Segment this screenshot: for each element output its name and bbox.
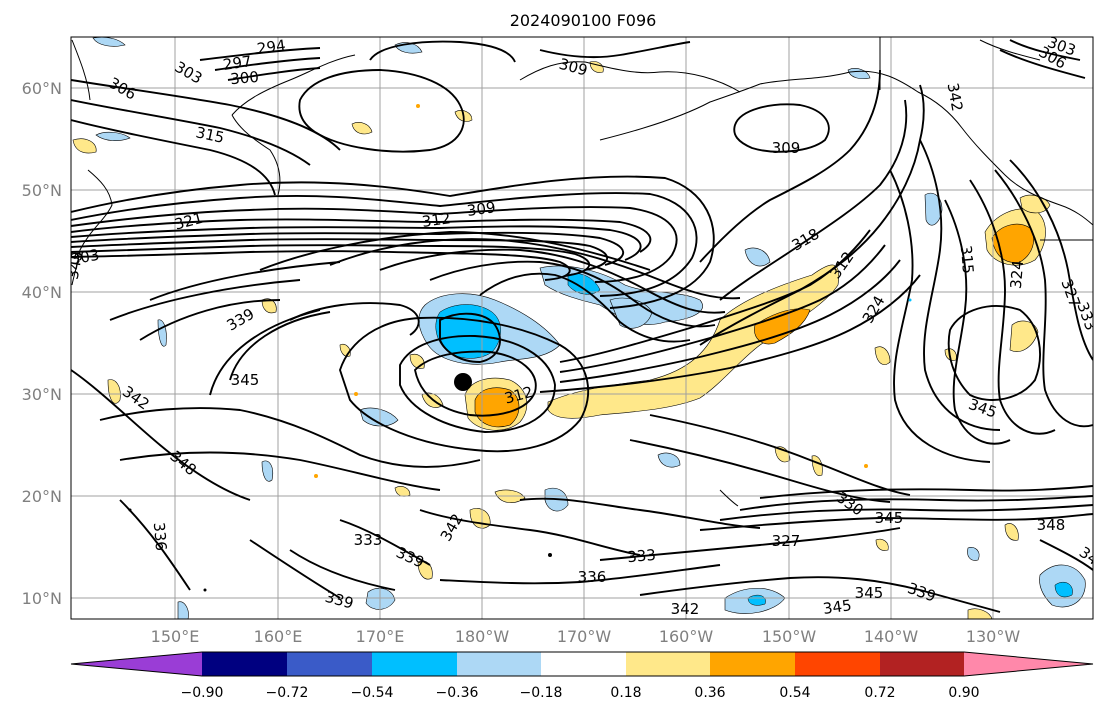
colorbar-segment (71, 652, 202, 676)
lat-label: 50°N (22, 181, 62, 200)
lon-label: 160°W (659, 627, 714, 646)
height-contours (71, 39, 1093, 613)
lon-label: 180°W (455, 627, 510, 646)
contour-label: 333 (627, 546, 657, 566)
lon-label: 170°W (557, 627, 612, 646)
colorbar: −0.90 −0.72 −0.54 −0.36 −0.18 0.18 0.36 … (70, 651, 1094, 701)
colorbar-tick-label: 0.36 (694, 685, 725, 701)
contour-label: 336 (578, 568, 607, 586)
contour-label: 309 (772, 139, 801, 157)
map-frame (70, 36, 1094, 620)
contour-label: 345 (855, 584, 884, 602)
colorbar-tick-label: −0.18 (520, 685, 563, 701)
lon-label: 150°E (151, 627, 200, 646)
contour-label: 312 (421, 209, 452, 231)
contour-label: 345 (64, 249, 87, 280)
colorbar-segment (287, 652, 372, 676)
contour-label: 345 (822, 596, 853, 618)
lon-label: 140°W (864, 627, 919, 646)
contour-label: 333 (354, 531, 383, 549)
colorbar-tick-label: 0.18 (610, 685, 641, 701)
colorbar-segment (626, 652, 710, 676)
contour-label: 300 (230, 68, 260, 88)
colorbar-tick-label: −0.36 (436, 685, 479, 701)
contour-label: 327 (772, 532, 801, 550)
lat-label: 60°N (22, 79, 62, 98)
coastlines (71, 37, 1093, 507)
longitude-labels: 150°E 160°E 170°E 180°W 170°W 160°W 150°… (151, 627, 1021, 646)
colorbar-tick-label: 0.54 (779, 685, 810, 701)
colorbar-segment (541, 652, 626, 676)
colorbar-tick-label: 0.72 (864, 685, 895, 701)
contour-label: 294 (256, 36, 287, 58)
lat-label: 20°N (22, 487, 62, 506)
colorbar-segment (710, 652, 795, 676)
contour-label: 345 (231, 371, 260, 389)
contour-label: 348 (1037, 516, 1066, 534)
colorbar-segment (457, 652, 541, 676)
contour-label: 297 (222, 52, 253, 74)
lon-label: 130°W (966, 627, 1021, 646)
storm-center-marker (454, 373, 472, 391)
lon-label: 170°E (356, 627, 405, 646)
colorbar-segment (372, 652, 457, 676)
colorbar-segment (964, 652, 1093, 676)
contour-label: 345 (875, 509, 904, 527)
colorbar-tick-label: 0.90 (948, 685, 979, 701)
colorbar-segment (880, 652, 964, 676)
colorbar-tick-label: −0.72 (266, 685, 309, 701)
lon-label: 150°W (762, 627, 817, 646)
map-panel: 294 297 300 303 306 303 306 309 315 309 … (64, 36, 1093, 619)
contour-label: 342 (671, 600, 700, 618)
lat-label: 10°N (22, 589, 62, 608)
colorbar-segment (795, 652, 880, 676)
contour-label: 336 (150, 522, 170, 552)
small-features (128, 104, 912, 592)
colorbar-ticks: −0.90 −0.72 −0.54 −0.36 −0.18 0.18 0.36 … (181, 685, 980, 701)
colorbar-tick-label: −0.90 (181, 685, 224, 701)
contour-label: 303 (69, 246, 100, 269)
contour-label: 315 (957, 245, 977, 275)
lon-label: 160°E (254, 627, 303, 646)
contour-label: 342 (944, 81, 967, 112)
contour-label: 309 (466, 198, 497, 220)
lat-label: 40°N (22, 283, 62, 302)
colorbar-segment (202, 652, 287, 676)
contour-label: 315 (194, 123, 226, 147)
lat-label: 30°N (22, 385, 62, 404)
contour-label: 324 (1007, 260, 1027, 290)
figure-title: 2024090100 F096 (510, 11, 657, 30)
colorbar-outline (70, 651, 1094, 677)
colorbar-tick-label: −0.54 (351, 685, 394, 701)
latitude-labels: 60°N 50°N 40°N 30°N 20°N 10°N (22, 79, 62, 608)
